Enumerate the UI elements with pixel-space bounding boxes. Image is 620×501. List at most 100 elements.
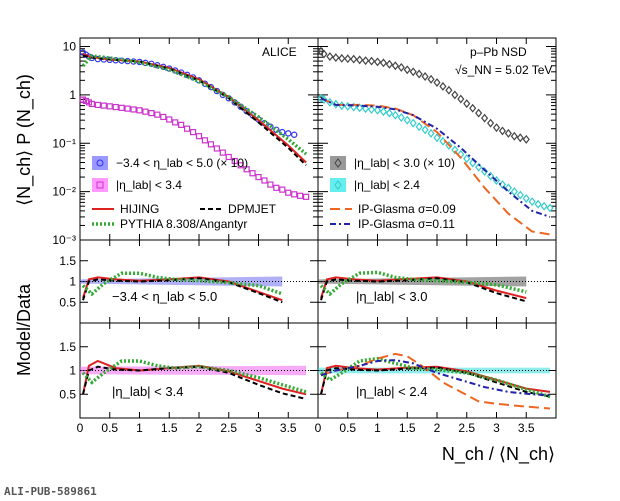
data-point	[427, 128, 435, 138]
data-point	[320, 49, 328, 59]
data-point	[463, 154, 471, 164]
data-point	[510, 131, 518, 141]
x-tick-label: 2.5	[220, 421, 237, 435]
right-legend-box	[330, 156, 346, 170]
series-line-dpmjet	[82, 54, 307, 167]
left-legend-label: HIJING	[120, 202, 159, 216]
data-point	[397, 62, 405, 72]
data-point	[326, 52, 334, 62]
data-point	[207, 141, 214, 148]
data-point	[237, 162, 244, 169]
data-point	[344, 54, 352, 64]
x-tick-label: 1	[374, 421, 381, 435]
y-tick-label: 1	[69, 275, 76, 289]
data-point	[267, 181, 274, 188]
y-tick-label: 10⁻²	[52, 185, 76, 199]
data-point	[421, 72, 429, 81]
data-point	[469, 103, 477, 113]
data-point	[451, 90, 459, 100]
data-point	[279, 186, 286, 193]
data-point	[433, 78, 441, 88]
data-point	[439, 81, 447, 91]
data-point	[213, 145, 220, 152]
data-point	[522, 134, 530, 144]
left-legend-marker	[96, 159, 104, 167]
data-point	[130, 106, 137, 113]
data-point	[463, 99, 471, 109]
series-line-dpmjet	[82, 277, 283, 304]
series-line-dpmjet	[320, 366, 551, 398]
ratio-panel-label: |η_lab| < 2.4	[356, 384, 427, 399]
data-point	[332, 53, 340, 63]
data-point	[285, 130, 292, 137]
data-point	[421, 125, 429, 135]
data-point	[88, 100, 96, 108]
right-legend-label: IP-Glasma σ=0.11	[358, 217, 455, 231]
data-point	[367, 56, 376, 66]
data-point	[409, 118, 417, 128]
right-legend-marker	[334, 180, 342, 190]
right-legend-marker	[334, 158, 342, 168]
left-legend-label: PYTHIA 8.308/Angantyr	[120, 217, 247, 231]
data-point	[516, 133, 524, 143]
data-point	[504, 183, 512, 193]
y-axis-top-label: ⟨N_ch⟩ P (N_ch)	[14, 74, 35, 206]
data-point	[403, 115, 411, 125]
y-tick-label: 1.5	[59, 254, 76, 268]
data-point	[362, 104, 370, 114]
data-point	[451, 145, 459, 155]
data-point	[350, 54, 358, 64]
data-point	[356, 55, 364, 65]
data-point	[249, 170, 256, 177]
data-point	[184, 125, 191, 132]
data-point	[285, 189, 292, 196]
series-line-pythia-8-308-angantyr	[319, 270, 527, 297]
x-tick-label: 2.5	[458, 421, 475, 435]
series-line-pythia-8-308-angantyr	[319, 356, 551, 399]
data-point	[273, 184, 280, 191]
data-point	[510, 187, 518, 197]
data-point	[391, 110, 399, 120]
series-line-pythia-8-308-angantyr	[81, 54, 308, 156]
x-tick-label: 0	[77, 421, 84, 435]
data-point	[166, 116, 173, 123]
data-marks: −3.4 < η_lab < 5.0 (× 10) |η_lab| < 3.4 HI…	[79, 46, 556, 410]
ratio-panel-label: |η_lab| < 3.4	[112, 384, 183, 399]
x-tick-label: 0.5	[101, 421, 118, 435]
data-point	[136, 107, 143, 114]
x-tick-label: 0	[315, 421, 322, 435]
data-point	[201, 137, 209, 144]
right-legend-box	[330, 178, 346, 192]
data-point	[231, 157, 238, 165]
data-point	[445, 85, 453, 95]
series-line-hijing	[82, 53, 307, 164]
x-tick-label: 1.5	[161, 421, 178, 435]
left-legend-label: |η_lab| < 3.4	[116, 178, 182, 192]
data-point	[237, 103, 244, 110]
series-line-ip-glasma-0-09	[320, 97, 551, 236]
data-point	[362, 56, 370, 66]
right-legend-label: |η_lab| < 3.0 (× 10)	[354, 156, 455, 170]
data-point	[297, 192, 304, 199]
data-point	[160, 113, 167, 121]
data-point	[303, 193, 310, 200]
left-legend-box	[92, 178, 108, 192]
data-point	[492, 123, 501, 133]
x-tick-label: 2	[196, 421, 203, 435]
data-point	[522, 194, 530, 203]
data-point	[516, 190, 524, 200]
y-tick-label: 0.5	[59, 295, 76, 309]
data-point	[403, 65, 411, 75]
data-point	[148, 110, 155, 117]
data-point	[356, 103, 364, 113]
data-point	[498, 126, 507, 136]
data-point	[540, 201, 548, 211]
data-point	[415, 122, 423, 132]
series-line-ip-glasma-0-11	[320, 359, 551, 397]
data-point	[243, 166, 250, 173]
left-legend-label: DPMJET	[228, 202, 277, 216]
data-point	[546, 203, 554, 213]
data-point	[475, 162, 483, 172]
